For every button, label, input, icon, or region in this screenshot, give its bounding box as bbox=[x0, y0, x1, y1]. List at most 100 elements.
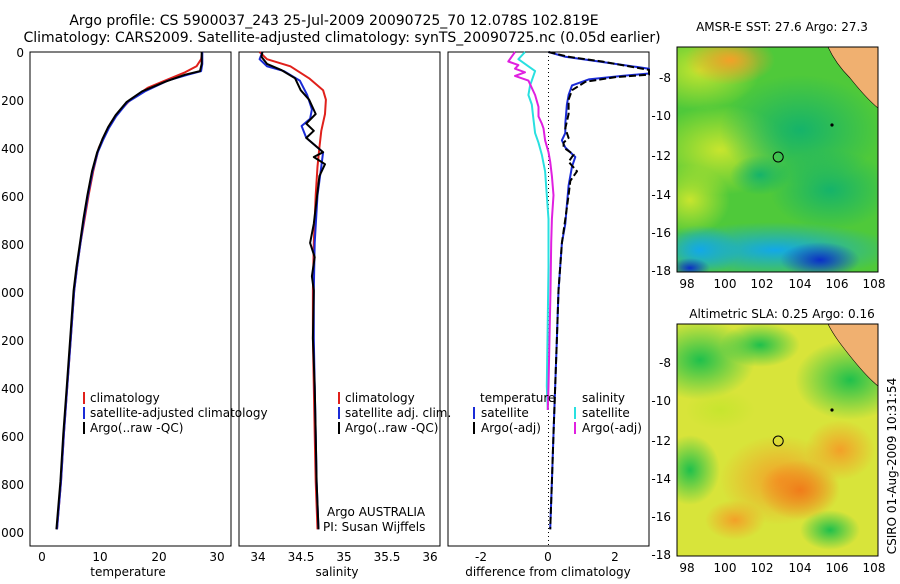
y-tick-label: -18 bbox=[651, 548, 671, 562]
island-marker bbox=[830, 123, 834, 127]
y-tick-label: 1600 bbox=[0, 430, 24, 444]
y-tick-label: -12 bbox=[651, 434, 671, 448]
figure-title-line2: Climatology: CARS2009. Satellite-adjuste… bbox=[23, 30, 660, 46]
x-tick-label: 106 bbox=[826, 277, 849, 291]
y-tick-label: -16 bbox=[651, 510, 671, 524]
y-tick-label: 1200 bbox=[0, 334, 24, 348]
x-tick-label: 100 bbox=[714, 561, 737, 575]
difference-series bbox=[507, 51, 650, 530]
series-line-argo-raw-qc bbox=[55, 52, 203, 530]
series-line-argo-raw-qc bbox=[260, 51, 326, 530]
y-tick-label: -16 bbox=[651, 226, 671, 240]
x-tick-label: 108 bbox=[863, 277, 886, 291]
x-tick-label: 108 bbox=[863, 561, 886, 575]
island-marker bbox=[830, 408, 834, 412]
y-tick-label: 400 bbox=[1, 142, 24, 156]
temperature-legend: climatology satellite-adjusted climatolo… bbox=[83, 391, 268, 435]
temperature-panel: 0 200 400 600 800 1000 1200 1400 1600 18… bbox=[0, 46, 268, 579]
sla-map-panel: Altimetric SLA: 0.25 Argo: 0.16 -8 -10 -… bbox=[651, 307, 885, 575]
y-tick-label: 200 bbox=[1, 94, 24, 108]
timestamp-label: CSIRO 01-Aug-2009 10:31:54 bbox=[885, 378, 899, 554]
argo-position-marker bbox=[772, 435, 784, 447]
x-tick-label: 104 bbox=[789, 561, 812, 575]
sla-x-tick-labels: 98 100 102 104 106 108 bbox=[679, 561, 885, 575]
x-tick-label: 102 bbox=[751, 277, 774, 291]
x-tick-labels: -2 0 2 bbox=[475, 550, 619, 564]
legend-label: Argo(..raw -QC) bbox=[90, 421, 183, 435]
legend-label: Argo(-adj) bbox=[582, 421, 642, 435]
argo-position-marker bbox=[772, 151, 784, 163]
x-tick-label: 34.5 bbox=[288, 550, 315, 564]
legend-title-temperature: temperature bbox=[480, 391, 555, 405]
sst-y-tick-labels: -8 -10 -12 -14 -16 -18 bbox=[651, 71, 671, 278]
y-tick-label: 600 bbox=[1, 190, 24, 204]
y-tick-label: 1400 bbox=[0, 382, 24, 396]
legend-label: satellite-adjusted climatology bbox=[90, 406, 268, 420]
float-owner-annotation: Argo AUSTRALIA bbox=[327, 505, 426, 519]
temperature-series bbox=[55, 51, 204, 530]
x-axis-label: salinity bbox=[315, 565, 358, 579]
legend-label: satellite bbox=[481, 406, 529, 420]
x-tick-label: 98 bbox=[679, 277, 694, 291]
x-tick-label: 106 bbox=[826, 561, 849, 575]
difference-panel: -2 0 2 difference from climatology tempe… bbox=[447, 51, 650, 579]
x-tick-label: 35 bbox=[336, 550, 351, 564]
x-tick-label: -2 bbox=[475, 550, 487, 564]
salinity-axes-frame bbox=[238, 51, 441, 547]
sst-map-title: AMSR-E SST: 27.6 Argo: 27.3 bbox=[696, 20, 868, 34]
x-tick-label: 34 bbox=[250, 550, 265, 564]
figure-title-line1: Argo profile: CS 5900037_243 25-Jul-2009… bbox=[69, 13, 598, 29]
x-tick-label: 2 bbox=[611, 550, 619, 564]
salinity-panel: 34 34.5 35 35.5 36 salinity climatology … bbox=[238, 51, 451, 579]
sst-map-panel: AMSR-E SST: 27.6 Argo: 27.3 -8 -10 -12 -… bbox=[651, 20, 885, 291]
series-line-temperature-satellite bbox=[548, 51, 650, 530]
series-line-temperature-argo-adj bbox=[548, 51, 650, 530]
legend-label: Argo(-adj) bbox=[481, 421, 541, 435]
series-line-climatology bbox=[56, 51, 204, 530]
sst-x-tick-labels: 98 100 102 104 106 108 bbox=[679, 277, 885, 291]
x-tick-label: 104 bbox=[789, 277, 812, 291]
sla-map-title: Altimetric SLA: 0.25 Argo: 0.16 bbox=[689, 307, 874, 321]
x-tick-label: 0 bbox=[38, 550, 46, 564]
y-tick-label: -14 bbox=[651, 472, 671, 486]
x-tick-label: 30 bbox=[209, 550, 224, 564]
y-tick-label: 1800 bbox=[0, 478, 24, 492]
series-line-salinity-argo-adj bbox=[507, 51, 555, 411]
series-line-satellite-adjusted-climatology bbox=[56, 52, 204, 530]
temperature-axes-frame bbox=[29, 51, 232, 547]
legend-label: climatology bbox=[345, 391, 415, 405]
x-axis-label: temperature bbox=[90, 565, 165, 579]
legend-label: satellite bbox=[582, 406, 630, 420]
legend-label: climatology bbox=[90, 391, 160, 405]
y-tick-label: 1000 bbox=[0, 286, 24, 300]
x-tick-label: 100 bbox=[714, 277, 737, 291]
y-tick-label: 2000 bbox=[0, 526, 24, 540]
legend-title-salinity: salinity bbox=[582, 391, 625, 405]
x-tick-label: 0 bbox=[544, 550, 552, 564]
x-tick-label: 20 bbox=[151, 550, 166, 564]
y-tick-label: 800 bbox=[1, 238, 24, 252]
x-axis-label: difference from climatology bbox=[465, 565, 631, 579]
x-tick-label: 10 bbox=[92, 550, 107, 564]
x-tick-labels: 0 10 20 30 bbox=[38, 550, 224, 564]
y-tick-labels: 0 200 400 600 800 1000 1200 1400 1600 18… bbox=[0, 46, 24, 540]
y-tick-label: -10 bbox=[651, 394, 671, 408]
salinity-legend: climatology satellite adj. clim. Argo(..… bbox=[338, 391, 451, 435]
sla-map-field bbox=[677, 324, 878, 556]
pi-annotation: PI: Susan Wijffels bbox=[323, 520, 425, 534]
sla-map-frame bbox=[676, 323, 879, 557]
sla-y-tick-labels: -8 -10 -12 -14 -16 -18 bbox=[651, 356, 671, 562]
legend-label: satellite adj. clim. bbox=[345, 406, 451, 420]
salinity-series bbox=[258, 51, 327, 530]
sst-map-field bbox=[677, 47, 878, 272]
series-line-salinity-satellite bbox=[517, 51, 550, 411]
y-tick-label: -18 bbox=[651, 264, 671, 278]
legend-label: Argo(..raw -QC) bbox=[345, 421, 438, 435]
x-tick-labels: 34 34.5 35 35.5 36 bbox=[250, 550, 437, 564]
y-tick-label: -8 bbox=[659, 356, 671, 370]
y-tick-label: -12 bbox=[651, 149, 671, 163]
sst-map-frame bbox=[676, 46, 879, 273]
y-tick-label: -8 bbox=[659, 71, 671, 85]
y-tick-label: 0 bbox=[16, 46, 24, 60]
difference-legend: temperature salinity satellite Argo(-adj… bbox=[473, 391, 642, 435]
